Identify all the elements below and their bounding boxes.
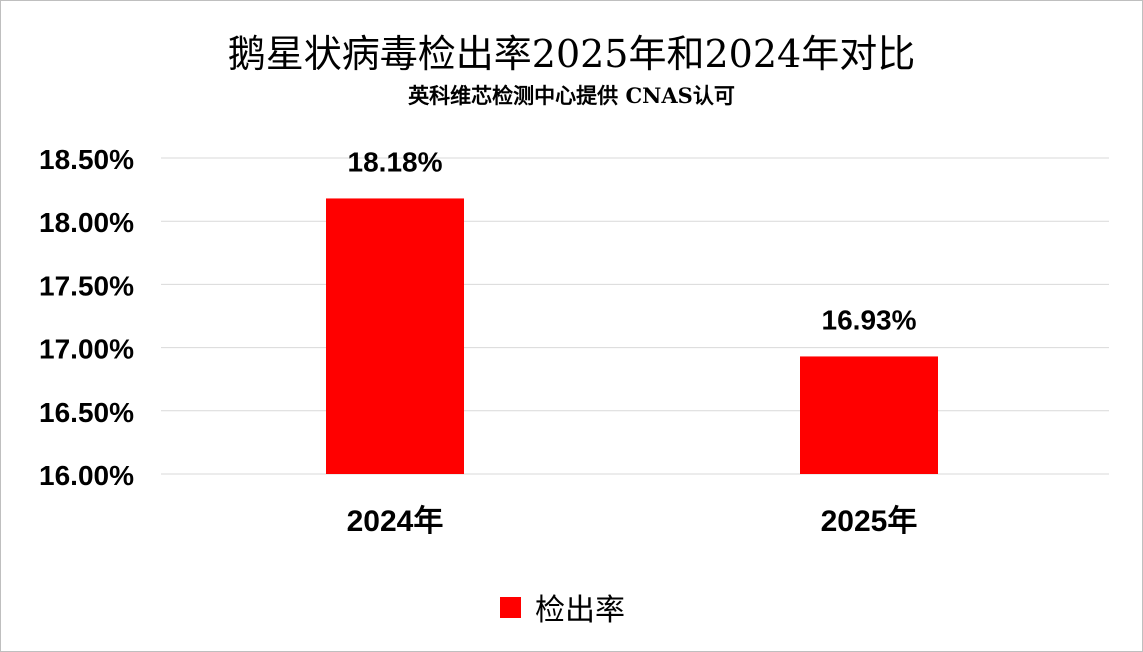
x-tick-label: 2025年: [821, 505, 918, 538]
bar: [800, 356, 938, 474]
y-tick-label: 18.50%: [39, 144, 134, 175]
legend-swatch: [500, 596, 521, 618]
data-label: 16.93%: [822, 304, 917, 335]
y-tick-label: 17.50%: [39, 270, 134, 301]
data-label: 18.18%: [348, 146, 443, 177]
chart-title: 鹅星状病毒检出率2025年和2024年对比: [227, 32, 916, 76]
bar: [326, 198, 464, 474]
chart-subtitle: 英科维芯检测中心提供 CNAS认可: [408, 83, 735, 108]
y-tick-label: 16.50%: [39, 397, 134, 428]
legend-label: 检出率: [535, 593, 625, 628]
y-tick-label: 17.00%: [39, 334, 134, 365]
y-tick-label: 16.00%: [39, 460, 134, 491]
y-tick-label: 18.00%: [39, 207, 134, 238]
x-tick-label: 2024年: [347, 505, 444, 538]
legend: 检出率: [500, 585, 625, 629]
